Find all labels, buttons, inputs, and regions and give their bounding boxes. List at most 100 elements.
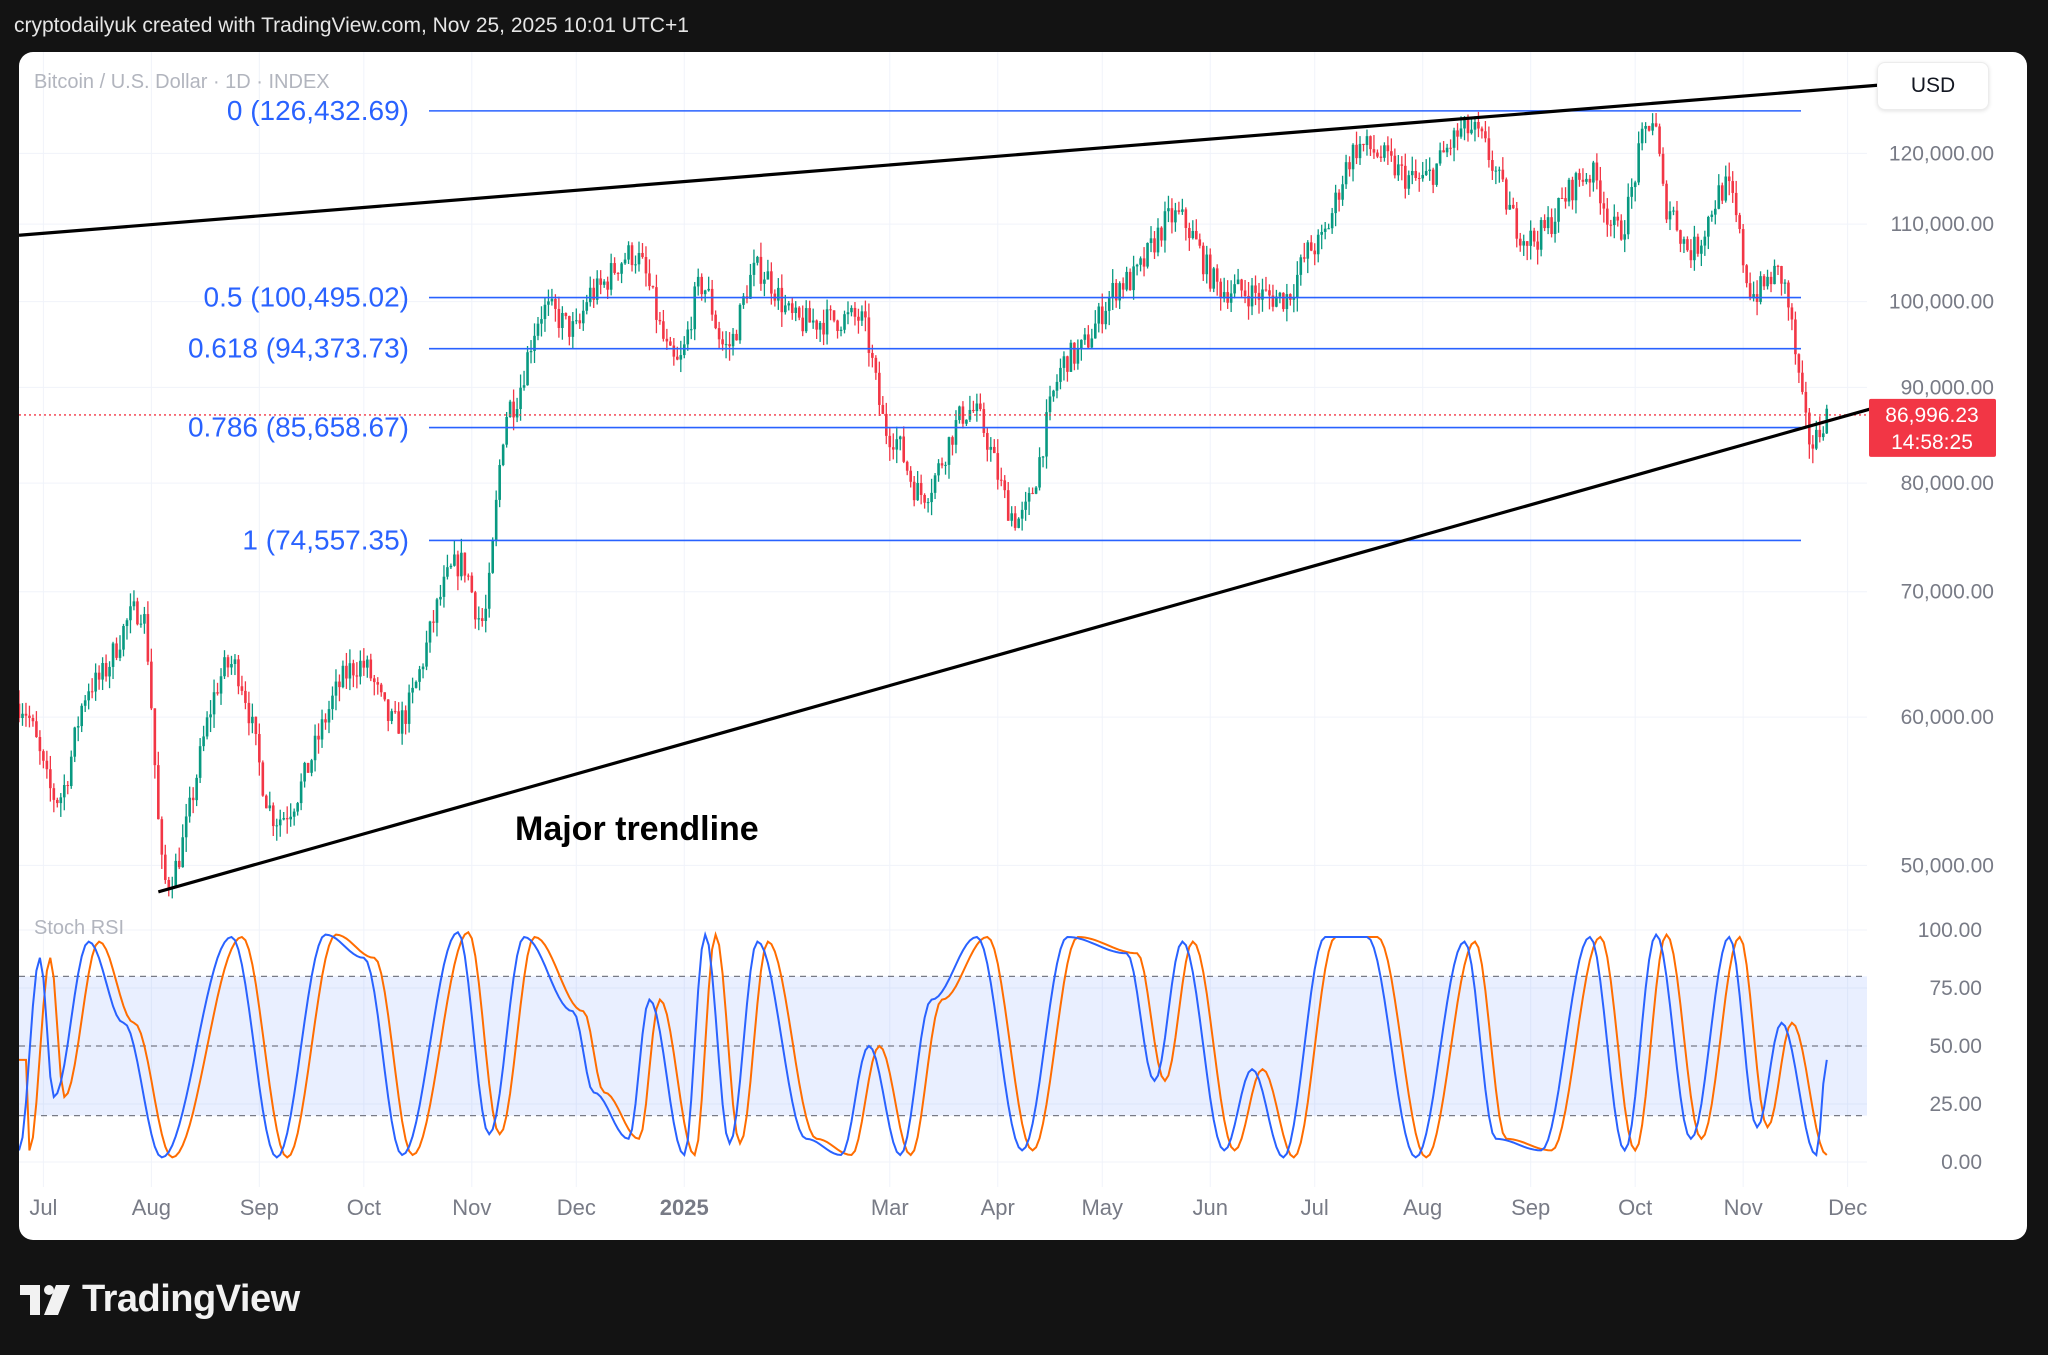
candle-body — [536, 323, 540, 336]
candle-body — [1219, 281, 1222, 299]
candle-body — [874, 357, 878, 373]
candle-body — [839, 329, 843, 331]
candle-body — [846, 312, 850, 315]
candle-body — [999, 479, 1003, 481]
candle-body — [1491, 160, 1494, 171]
candle-body — [1713, 208, 1717, 215]
candle-body — [42, 751, 45, 761]
candle-body — [623, 259, 627, 264]
candle-body — [1167, 208, 1170, 212]
candle-body — [815, 320, 818, 330]
candle-body — [1637, 143, 1640, 183]
candle-body — [637, 252, 641, 265]
candle-body — [1599, 180, 1602, 204]
candle-body — [1424, 171, 1428, 175]
candle-body — [958, 406, 961, 421]
candle-body — [299, 781, 303, 804]
candle-body — [1285, 294, 1289, 310]
candle-body — [76, 726, 80, 728]
candle-body — [693, 286, 697, 330]
candle-body — [331, 695, 334, 710]
candle-body — [1532, 230, 1536, 242]
price-axis-label: 60,000.00 — [1901, 706, 1994, 729]
tradingview-logo[interactable]: TradingView — [20, 1278, 300, 1321]
candle-body — [533, 335, 536, 352]
candle-body — [1323, 228, 1327, 232]
candle-body — [1623, 234, 1627, 240]
candle-body — [689, 329, 693, 331]
candle-body — [1487, 138, 1491, 161]
candle-body — [97, 672, 101, 680]
candle-body — [1815, 429, 1818, 449]
candle-body — [1250, 285, 1254, 307]
btc-chart-svg: 0 (126,432.69) 0.5 (100,495.02) 0.618 (94,… — [19, 52, 1996, 1220]
candle-body — [191, 797, 195, 801]
candle-body — [585, 302, 589, 311]
candle-body — [728, 344, 731, 347]
candle-body — [710, 288, 714, 315]
candle-body — [1588, 178, 1592, 183]
candle-body — [1766, 276, 1769, 287]
candle-body — [425, 642, 428, 667]
candle-body — [1121, 283, 1125, 290]
candle-body — [83, 700, 87, 706]
candle-body — [317, 735, 320, 740]
fib-level-label: 0 (126,432.69) — [227, 95, 409, 126]
candle-body — [1741, 229, 1745, 266]
candle-body — [1633, 182, 1637, 188]
candle-body — [1017, 518, 1020, 528]
candle-body — [1104, 310, 1108, 325]
candle-body — [1010, 513, 1013, 521]
candle-body — [721, 339, 724, 345]
candle-body — [783, 305, 787, 313]
candle-body — [1313, 250, 1317, 255]
candle-body — [411, 687, 414, 693]
candle-body — [226, 657, 230, 668]
candle-body — [1156, 227, 1160, 253]
candle-body — [1118, 283, 1121, 301]
candle-body — [473, 592, 477, 620]
price-axis-label: 80,000.00 — [1901, 472, 1994, 495]
chart-panel[interactable]: 0 (126,432.69) 0.5 (100,495.02) 0.618 (94,… — [19, 52, 2027, 1240]
candle-body — [223, 657, 226, 677]
stoch-title: Stoch RSI — [34, 917, 124, 939]
candle-body — [679, 355, 683, 360]
candle-body — [1090, 338, 1094, 348]
date-axis-label: Sep — [1511, 1195, 1550, 1220]
date-axis-label: Jul — [1301, 1195, 1329, 1220]
candle-body — [878, 372, 881, 405]
candle-body — [453, 554, 456, 566]
candle-body — [1720, 185, 1724, 201]
candle-body — [857, 316, 860, 321]
candle-body — [547, 301, 550, 305]
candle-body — [1316, 234, 1320, 255]
candle-body — [1369, 136, 1372, 150]
candle-body — [341, 665, 345, 688]
candle-body — [1707, 216, 1710, 237]
candle-body — [108, 666, 111, 677]
candle-body — [850, 307, 853, 313]
candle-body — [1160, 227, 1163, 241]
candle-body — [1355, 144, 1358, 159]
candle-body — [240, 686, 244, 691]
candle-body — [1034, 487, 1038, 494]
candle-body — [432, 621, 435, 623]
candle-body — [237, 659, 240, 687]
candle-body — [271, 805, 275, 827]
candle-body — [832, 310, 836, 321]
candle-body — [1696, 236, 1700, 254]
candle-body — [52, 788, 56, 800]
candle-body — [703, 290, 707, 295]
candle-body — [700, 276, 703, 295]
candle-body — [1087, 334, 1090, 348]
candle-body — [1710, 214, 1714, 217]
currency-button[interactable]: USD — [1877, 62, 1989, 110]
candle-body — [1539, 220, 1543, 250]
candle-body — [212, 692, 216, 715]
candle-body — [435, 599, 439, 623]
candle-body — [1661, 153, 1665, 184]
candle-body — [1543, 220, 1546, 229]
candle-body — [1609, 224, 1613, 226]
candle-body — [682, 344, 686, 356]
candle-body — [1494, 170, 1498, 172]
